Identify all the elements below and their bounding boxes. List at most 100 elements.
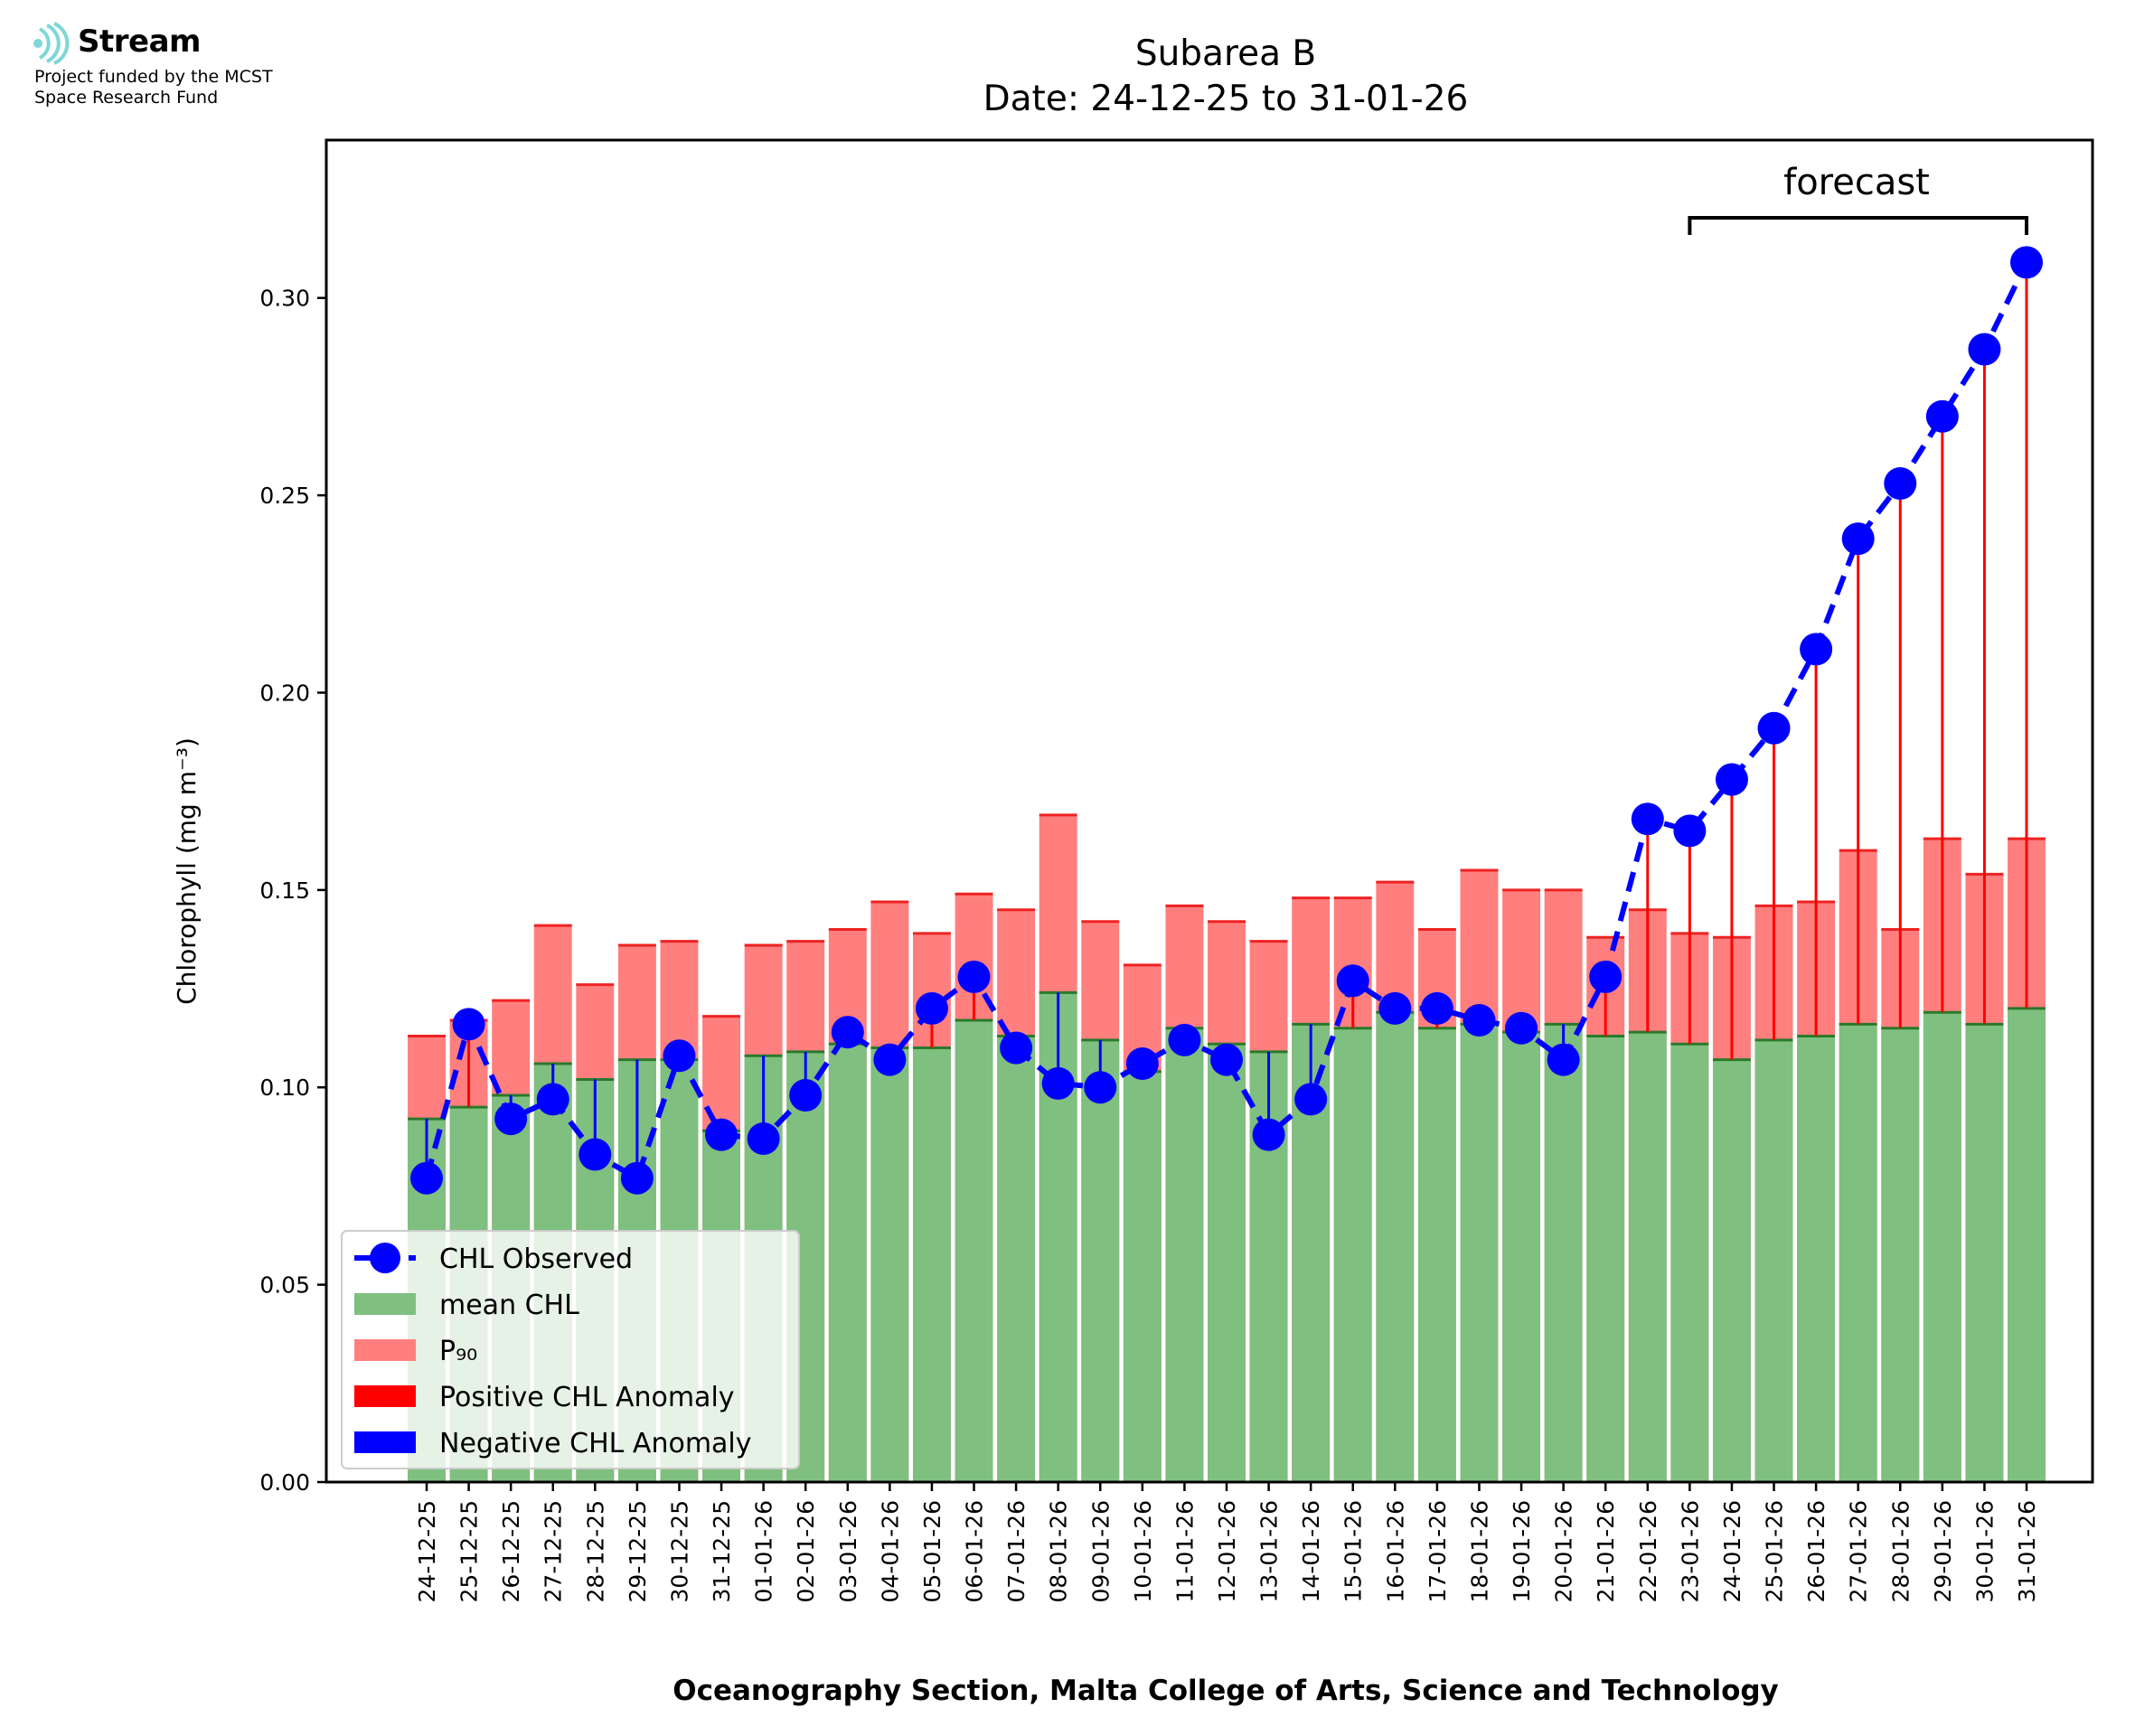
chl-observed-point [1210, 1043, 1243, 1076]
legend-label: Positive CHL Anomaly [439, 1382, 735, 1413]
chl-observed-point [957, 960, 991, 993]
brand-name: Stream [78, 23, 201, 60]
legend-label: CHL Observed [439, 1243, 633, 1275]
chl-observed-point [1000, 1031, 1033, 1065]
x-tick-label: 24-01-26 [1719, 1500, 1745, 1602]
legend-label: Negative CHL Anomaly [439, 1428, 752, 1459]
chl-observed-point [578, 1138, 612, 1171]
mean-chl-bar [1544, 1024, 1583, 1482]
mean-chl-bar [1754, 1039, 1793, 1482]
chl-observed-point [620, 1161, 654, 1195]
x-tick-label: 29-01-26 [1930, 1500, 1956, 1602]
mean-chl-bar [997, 1036, 1036, 1482]
x-tick-label: 06-01-26 [962, 1500, 988, 1602]
mean-chl-bar [1208, 1044, 1246, 1482]
x-tick-label: 28-12-25 [582, 1500, 608, 1602]
y-tick-label: 0.30 [259, 286, 310, 312]
x-tick-label: 22-01-26 [1635, 1500, 1661, 1602]
x-tick-label: 19-01-26 [1509, 1500, 1535, 1602]
mean-chl-bar [1670, 1044, 1709, 1482]
mean-chl-bar [1923, 1012, 1961, 1482]
axes-frame [325, 138, 2094, 1484]
chl-observed-point [1168, 1023, 1201, 1056]
x-tick-label: 02-01-26 [793, 1500, 819, 1602]
x-tick-label: 31-01-26 [2014, 1500, 2040, 1602]
x-tick-label: 28-01-26 [1887, 1500, 1914, 1602]
legend-label: P₉₀ [439, 1336, 477, 1367]
chl-observed-point [831, 1016, 864, 1049]
x-tick-label: 20-01-26 [1551, 1500, 1577, 1602]
chl-observed-point [705, 1118, 738, 1151]
chl-observed-point [1631, 802, 1664, 836]
y-tick-label: 0.20 [259, 680, 310, 706]
forecast-annotation: forecast [1783, 162, 1930, 203]
chl-observed-point [1252, 1118, 1285, 1151]
mean-chl-bar [1797, 1036, 1836, 1482]
x-tick-label: 26-12-25 [498, 1500, 524, 1602]
x-tick-label: 15-01-26 [1340, 1500, 1367, 1602]
chl-observed-point [1673, 814, 1707, 848]
chl-observed-point [873, 1043, 907, 1076]
legend-patch-swatch [354, 1431, 416, 1453]
x-tick-label: 01-01-26 [751, 1500, 777, 1602]
chl-observed-point [1378, 991, 1412, 1025]
legend-dot-swatch [370, 1243, 400, 1273]
x-tick-label: 30-12-25 [666, 1500, 692, 1602]
x-tick-label: 21-01-26 [1593, 1500, 1619, 1602]
chl-observed-point [747, 1122, 780, 1156]
chl-observed-point [1463, 1003, 1496, 1037]
x-tick-label: 31-12-25 [709, 1500, 735, 1602]
mean-chl-bar [1712, 1059, 1751, 1482]
chart-subtitle: Date: 24-12-25 to 31-01-26 [983, 79, 1469, 119]
funding-line-1: Project funded by the MCST [34, 67, 273, 87]
mean-chl-bar [955, 1019, 993, 1482]
chl-observed-point [2010, 246, 2043, 279]
x-tick-label: 27-12-25 [541, 1500, 567, 1602]
chl-observed-point [789, 1078, 823, 1112]
chl-observed-point [1420, 991, 1453, 1025]
y-axis-label: Chlorophyll (mg m⁻³) [172, 737, 202, 1005]
chl-observed-point [915, 991, 948, 1025]
y-tick-label: 0.15 [259, 877, 310, 904]
chl-observed-point [1125, 1047, 1159, 1081]
mean-chl-bar [2008, 1008, 2046, 1482]
mean-chl-bar [1839, 1024, 1877, 1482]
legend-label: mean CHL [439, 1290, 579, 1321]
chl-observed-line [424, 261, 2029, 1183]
chl-observed-point [410, 1161, 443, 1195]
x-tick-label: 13-01-26 [1256, 1500, 1283, 1602]
chl-observed-point [1925, 399, 1959, 433]
chl-observed-point [536, 1083, 569, 1116]
x-axis-label: Oceanography Section, Malta College of A… [673, 1675, 1779, 1707]
x-tick-label: 29-12-25 [625, 1500, 651, 1602]
x-tick-label: 17-01-26 [1425, 1500, 1451, 1602]
chl-observed-point [1294, 1083, 1328, 1116]
x-tick-label: 25-12-25 [456, 1500, 483, 1602]
x-tick-label: 26-01-26 [1803, 1500, 1829, 1602]
chl-observed-point [1336, 964, 1369, 998]
y-tick-label: 0.05 [259, 1272, 310, 1299]
x-tick-label: 10-01-26 [1130, 1500, 1156, 1602]
chl-observed-point [1841, 522, 1875, 556]
chl-observed-point [452, 1008, 485, 1041]
chl-observed-point [1715, 763, 1748, 796]
mean-chl-bar [1460, 1024, 1499, 1482]
mean-chl-bar [1628, 1032, 1667, 1482]
x-tick-label: 18-01-26 [1466, 1500, 1492, 1602]
x-tick-label: 08-01-26 [1046, 1500, 1072, 1602]
funding-note: Project funded by the MCST Space Researc… [34, 67, 273, 108]
stream-logo: Stream Project funded by the MCST Space … [33, 22, 358, 121]
mean-chl-bar [1881, 1028, 1920, 1482]
chl-observed-point [1968, 333, 2001, 366]
legend-patch-swatch [354, 1293, 416, 1315]
stream-waves-icon [33, 22, 70, 65]
chl-observed-point [1547, 1043, 1580, 1076]
mean-chl-bar [1586, 1036, 1625, 1482]
legend-box [341, 1230, 800, 1469]
chl-observed-point [1757, 711, 1791, 745]
chl-observed-point [1884, 466, 1917, 500]
chl-observed-point [1084, 1071, 1117, 1104]
x-tick-label: 09-01-26 [1087, 1500, 1114, 1602]
mean-chl-bar [912, 1047, 951, 1482]
